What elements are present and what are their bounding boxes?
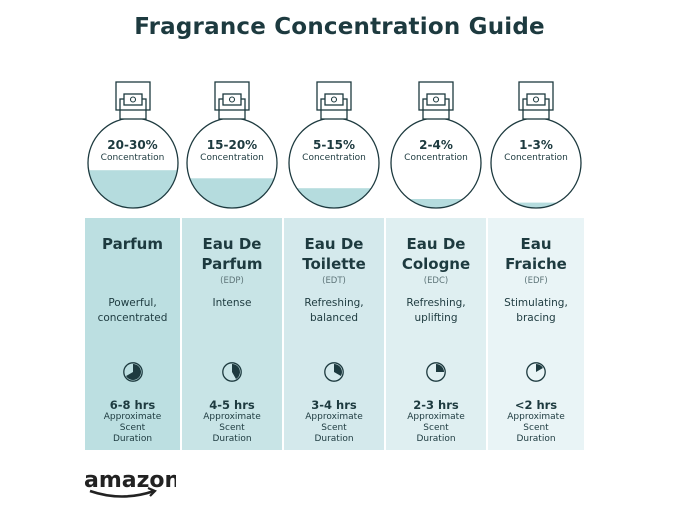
duration-label: Approximate Scent Duration bbox=[407, 412, 465, 444]
duration-hours: <2 hrs bbox=[514, 398, 558, 412]
fragrance-abbr: (EDT) bbox=[322, 276, 346, 286]
perfume-bottle: 15-20% Concentration bbox=[182, 80, 282, 215]
clock-fill bbox=[334, 364, 343, 376]
perfume-bottle: 5-15% Concentration bbox=[284, 80, 384, 215]
concentration-label: Concentration bbox=[302, 153, 366, 163]
fragrance-card: Eau De Parfum (EDP) Intense 4-5 hrs Appr… bbox=[182, 218, 282, 450]
clock-fill bbox=[536, 364, 543, 372]
liquid-fill bbox=[391, 199, 481, 208]
concentration-percent: 2-4% bbox=[419, 138, 453, 152]
fragrance-name: Eau De Toilette bbox=[302, 235, 366, 273]
fragrance-card: Parfum Powerful, concentrated 6-8 hrs Ap… bbox=[85, 218, 180, 450]
clock-icon bbox=[222, 362, 242, 382]
fragrance-card: Eau De Toilette (EDT) Refreshing, balanc… bbox=[284, 218, 384, 450]
fragrance-name: Parfum bbox=[102, 235, 163, 253]
fragrance-description: Intense bbox=[212, 297, 252, 309]
perfume-bottle: 20-30% Concentration bbox=[83, 80, 183, 215]
fragrance-name: Eau Fraiche bbox=[505, 235, 567, 273]
perfume-bottle: 2-4% Concentration bbox=[386, 80, 486, 215]
fragrance-abbr: (EDP) bbox=[220, 276, 244, 286]
duration-hours: 2-3 hrs bbox=[413, 398, 459, 412]
duration-label: Approximate Scent Duration bbox=[305, 412, 363, 444]
logo-text: amazon bbox=[84, 468, 176, 493]
fragrance-card: Eau Fraiche (EDF) Stimulating, bracing <… bbox=[488, 218, 584, 450]
duration-label: Approximate Scent Duration bbox=[203, 412, 261, 444]
liquid-fill bbox=[491, 202, 581, 208]
amazon-logo: amazon bbox=[84, 466, 180, 504]
duration-hours: 3-4 hrs bbox=[311, 398, 357, 412]
clock-icon bbox=[426, 362, 446, 382]
concentration-percent: 20-30% bbox=[107, 138, 158, 152]
concentration-label: Concentration bbox=[504, 153, 568, 163]
clock-fill bbox=[232, 364, 241, 379]
concentration-percent: 15-20% bbox=[206, 138, 258, 152]
fragrance-description: Refreshing, balanced bbox=[304, 297, 364, 324]
clock-icon bbox=[526, 362, 546, 382]
concentration-percent: 5-15% bbox=[312, 138, 356, 152]
duration-hours: 4-5 hrs bbox=[209, 398, 255, 412]
clock-icon bbox=[122, 362, 143, 382]
fragrance-description: Stimulating, bracing bbox=[504, 297, 568, 324]
fragrance-name: Eau De Cologne bbox=[401, 235, 471, 273]
fragrance-abbr: (EDC) bbox=[423, 276, 449, 286]
duration-label: Approximate Scent Duration bbox=[103, 412, 162, 444]
fragrance-card: Eau De Cologne (EDC) Refreshing, uplifti… bbox=[386, 218, 486, 450]
clock-fill bbox=[125, 364, 141, 380]
concentration-label: Concentration bbox=[200, 153, 264, 163]
concentration-percent: 1-3% bbox=[519, 138, 553, 152]
clock-icon bbox=[324, 362, 344, 382]
page-title: Fragrance Concentration Guide bbox=[134, 14, 545, 40]
fragrance-description: Refreshing, uplifting bbox=[406, 297, 466, 324]
fragrance-abbr: (EDF) bbox=[524, 276, 548, 286]
clock-fill bbox=[436, 364, 444, 372]
concentration-label: Concentration bbox=[404, 153, 468, 163]
perfume-bottle: 1-3% Concentration bbox=[486, 80, 586, 215]
duration-hours: 6-8 hrs bbox=[109, 398, 156, 412]
concentration-label: Concentration bbox=[100, 153, 165, 163]
liquid-fill bbox=[187, 178, 277, 208]
duration-label: Approximate Scent Duration bbox=[507, 412, 565, 444]
fragrance-name: Eau De Parfum bbox=[201, 235, 263, 273]
fragrance-description: Powerful, concentrated bbox=[97, 297, 168, 324]
